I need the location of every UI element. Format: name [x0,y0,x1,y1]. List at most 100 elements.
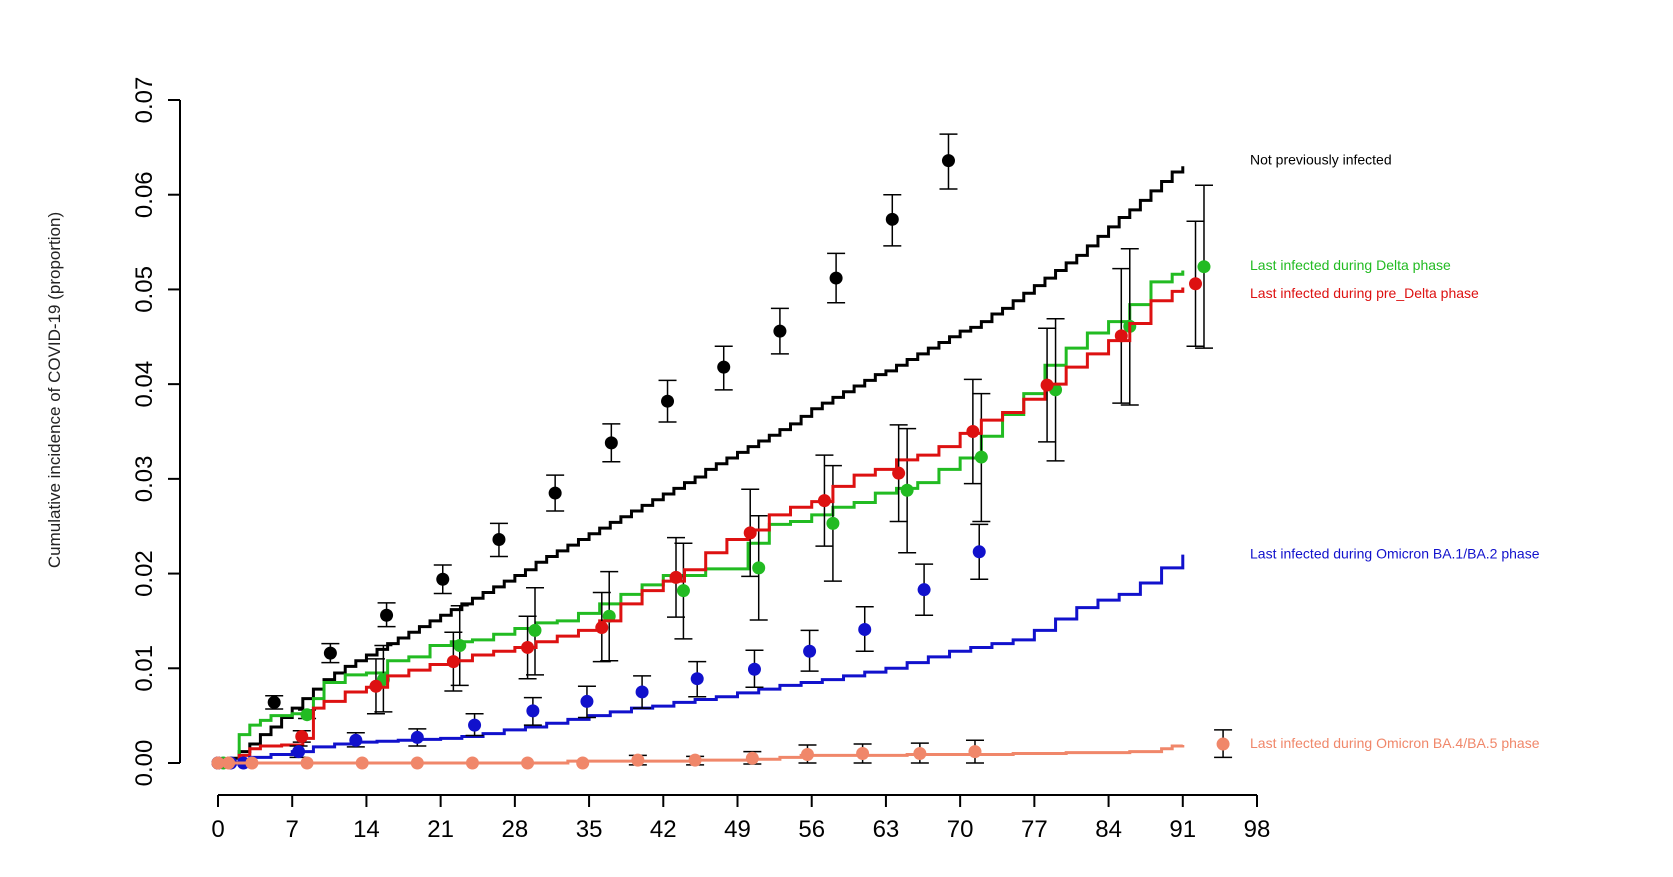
y-tick-label: 0.01 [131,645,158,692]
data-point [292,745,306,759]
data-point [773,324,787,338]
x-tick-label: 14 [353,816,380,843]
data-point [974,450,988,464]
x-tick-label: 7 [286,816,299,843]
data-point [222,756,236,770]
data-point [349,733,363,747]
series-line [218,270,1185,765]
data-point [900,483,914,497]
x-tick-label: 91 [1169,816,1196,843]
data-point [690,672,704,686]
series-2 [211,220,1205,770]
data-point [752,561,766,575]
x-tick-label: 49 [724,816,751,843]
data-point [817,494,831,508]
data-point [380,608,394,622]
series-line [218,166,1185,765]
data-point [745,751,759,765]
series-3 [211,523,1185,770]
data-point [267,695,281,709]
data-point [803,644,817,658]
y-tick-label: 0.03 [131,455,158,502]
data-point [717,360,731,374]
data-point [410,756,424,770]
data-point [631,753,645,767]
legend-label-3: Last infected during Omicron BA.1/BA.2 p… [1250,546,1540,562]
data-point [1189,277,1203,291]
y-axis-title: Cumulative incidence of COVID-19 (propor… [45,212,64,568]
series-line [218,744,1185,765]
y-tick-label: 0.07 [131,77,158,124]
y-tick-label: 0.06 [131,171,158,218]
data-point [829,271,843,285]
data-point [300,756,314,770]
data-point [323,646,337,660]
data-point [1197,260,1211,274]
series-line [218,287,1185,765]
data-point [446,655,460,669]
x-tick-label: 0 [211,816,224,843]
data-point [436,572,450,586]
data-point [747,662,761,676]
data-point [688,753,702,767]
data-point [548,486,562,500]
data-point [492,532,506,546]
data-point [968,745,982,759]
x-tick-label: 21 [427,816,454,843]
data-point [521,640,535,654]
data-point [669,570,683,584]
data-point [604,436,618,450]
data-point [410,730,424,744]
legend: Not previously infected Last infected dur… [1250,152,1540,751]
data-point [355,756,369,770]
data-point [465,756,479,770]
data-point [1216,737,1230,751]
x-tick-label: 70 [947,816,974,843]
data-point [295,729,309,743]
x-tick-label: 77 [1021,816,1048,843]
y-tick-label: 0.04 [131,361,158,408]
data-point [635,685,649,699]
x-tick-label: 98 [1244,816,1271,843]
x-tick-label: 35 [576,816,603,843]
data-point [369,679,383,693]
y-tick-label: 0.00 [131,740,158,787]
series-line [218,554,1185,765]
legend-label-0: Not previously infected [1250,152,1392,168]
data-point [966,425,980,438]
y-tick-label: 0.02 [131,550,158,597]
data-point [300,708,314,722]
axes: 0 7 14 21 28 35 42 49 56 63 70 77 84 91 98 0.00 0.01 0.02… [131,77,1270,843]
x-tick-label: 56 [798,816,825,843]
series-0 [211,133,1185,770]
x-tick-label: 84 [1095,816,1122,843]
data-point [892,466,906,480]
data-point [521,756,535,770]
data-point [245,756,259,770]
x-tick-label: 42 [650,816,677,843]
data-point [576,756,590,770]
data-point [913,747,927,761]
x-tick-label: 28 [502,816,529,843]
data-point [917,583,931,597]
data-point [743,526,757,540]
data-point [858,622,872,636]
data-point [676,584,690,598]
legend-label-2: Last infected during pre_Delta phase [1250,285,1479,301]
data-point [1040,378,1054,392]
data-point [972,545,986,559]
data-point [595,621,609,635]
data-point [885,212,899,226]
legend-label-1: Last infected during Delta phase [1250,257,1451,273]
data-point [580,694,594,708]
y-tick-label: 0.05 [131,266,158,313]
data-point [941,154,955,168]
series-4 [211,729,1233,770]
data-point [528,623,542,637]
data-point [211,756,225,770]
series-layer [211,133,1233,770]
data-point [453,639,467,653]
data-point [856,747,870,761]
series-1 [216,184,1213,770]
